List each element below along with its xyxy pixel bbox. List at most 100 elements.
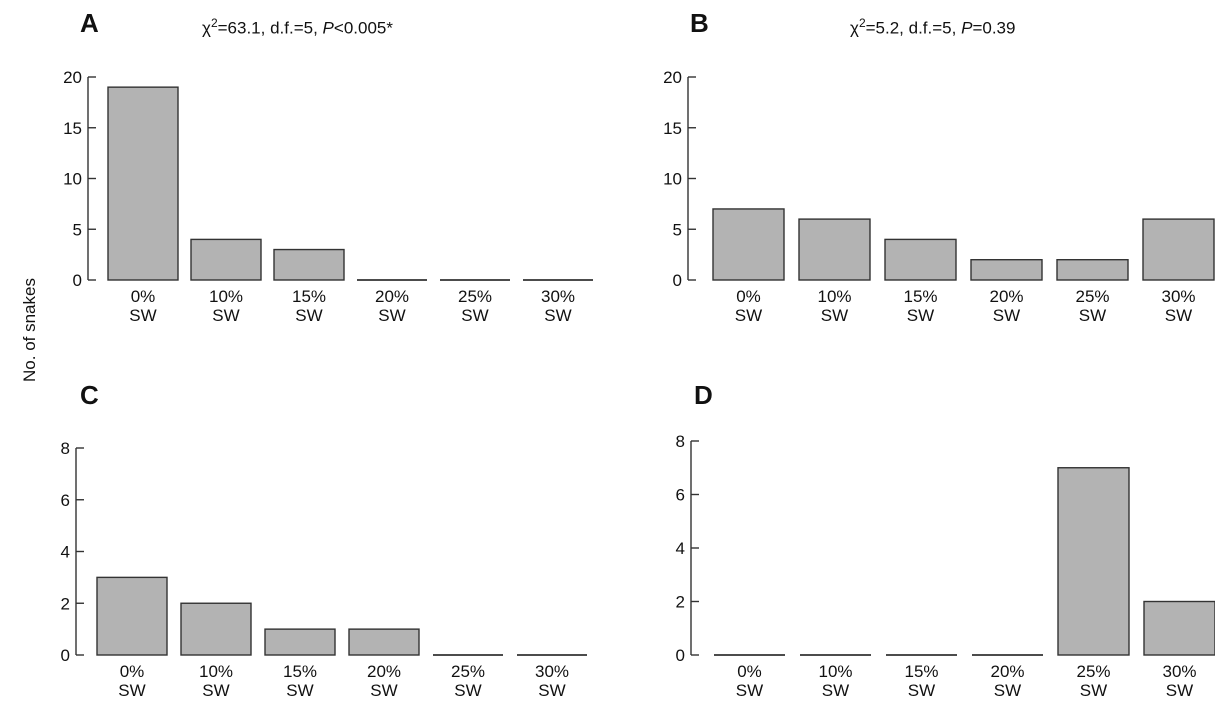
chi-value-text: =5.2, d.f.=5, [865, 18, 962, 38]
panel-b-x-tick-label: 30% [1161, 287, 1195, 306]
panel-d-x-tick-label: 25% [1076, 662, 1110, 681]
panel-a-x-tick-label: 10% [209, 287, 243, 306]
panel-c-x-tick-label: 10% [199, 662, 233, 681]
panel-b-x-tick-label: SW [821, 306, 848, 325]
panel-a-y-tick-label: 10 [63, 170, 82, 189]
chi-value-text: =63.1, d.f.=5, [217, 18, 323, 38]
panel-d-bar [1143, 600, 1215, 656]
panel-a-x-tick-label: SW [461, 306, 488, 325]
panel-c-bar [96, 576, 168, 656]
panel-c-y-tick-label: 4 [61, 543, 70, 562]
panel-d-x-tick-label: SW [994, 681, 1021, 700]
panel-d-bar [1057, 467, 1130, 656]
panel-b-x-tick-label: SW [735, 306, 762, 325]
panel-a-bar [190, 238, 262, 281]
panel-b-bar [970, 259, 1043, 281]
panel-c-bar [180, 602, 252, 656]
panel-b-y-tick-label: 5 [673, 220, 682, 239]
panel-a-x-tick-label: SW [212, 306, 239, 325]
panel-c-y-tick-label: 2 [61, 594, 70, 613]
panel-a-y-tick-label: 5 [73, 220, 82, 239]
panel-c-y-tick-label: 8 [61, 439, 70, 458]
panel-c-x-tick-label: 0% [120, 662, 145, 681]
panel-d-x-tick-label: 20% [990, 662, 1024, 681]
panel-a-x-tick-label: 25% [458, 287, 492, 306]
panel-a-bar [273, 248, 345, 281]
panel-b-x-tick-label: 20% [989, 287, 1023, 306]
panel-c-y-tick-label: 6 [61, 491, 70, 510]
chi-symbol: χ [202, 18, 211, 38]
panel-b-bar [1142, 218, 1215, 281]
panel-a-x-tick-label: 15% [292, 287, 326, 306]
panel-c-letter: C [80, 380, 99, 410]
panel-a-letter: A [80, 8, 99, 38]
panel-c-x-tick-label: 20% [367, 662, 401, 681]
p-label: P [961, 18, 973, 38]
panel-a-bar [107, 86, 179, 281]
panel-d-y-tick-label: 2 [676, 593, 685, 612]
panel-b-y-tick-label: 10 [663, 170, 682, 189]
panel-c-bar [348, 628, 420, 656]
panel-b-bar [712, 208, 785, 281]
panel-b-letter: B [690, 8, 709, 38]
panel-a-x-tick-label: SW [378, 306, 405, 325]
panel-d-y-tick-label: 0 [676, 646, 685, 665]
p-value-text: <0.005* [333, 18, 393, 38]
panel-d-x-tick-label: 10% [818, 662, 852, 681]
panel-a-x-tick-label: SW [295, 306, 322, 325]
panel-c-y-tick-label: 0 [61, 646, 70, 665]
panel-c-x-tick-label: SW [286, 681, 313, 700]
panel-a-y-tick-label: 0 [73, 271, 82, 290]
panel-a-x-tick-label: 0% [131, 287, 156, 306]
panel-b-x-tick-label: SW [907, 306, 934, 325]
panel-d-x-tick-label: SW [1080, 681, 1107, 700]
panel-a-x-tick-label: SW [544, 306, 571, 325]
panel-c-x-tick-label: SW [370, 681, 397, 700]
panel-d-letter: D [694, 380, 713, 410]
panel-d-y-tick-label: 6 [676, 486, 685, 505]
panel-d-x-tick-label: SW [908, 681, 935, 700]
panel-b-y-tick-label: 20 [663, 68, 682, 87]
panel-b-x-tick-label: SW [1079, 306, 1106, 325]
panel-d-x-tick-label: 0% [737, 662, 762, 681]
panel-a-y-tick-label: 20 [63, 68, 82, 87]
panel-c-x-tick-label: 15% [283, 662, 317, 681]
panel-b-x-tick-label: SW [993, 306, 1020, 325]
panel-d-y-tick-label: 4 [676, 539, 685, 558]
panel-c-x-tick-label: 25% [451, 662, 485, 681]
panel-c-x-tick-label: 30% [535, 662, 569, 681]
panel-b-x-tick-label: 15% [903, 287, 937, 306]
panel-b-y-tick-label: 15 [663, 119, 682, 138]
panel-a-x-tick-label: 30% [541, 287, 575, 306]
chi-superscript: 2 [858, 16, 866, 30]
panel-d-x-tick-label: SW [1166, 681, 1193, 700]
panel-d-x-tick-label: SW [822, 681, 849, 700]
panel-c-x-tick-label: SW [118, 681, 145, 700]
panel-d-x-tick-label: 30% [1162, 662, 1196, 681]
panel-b-y-tick-label: 0 [673, 271, 682, 290]
panel-a-statistic: χ2=63.1, d.f.=5, P<0.005* [202, 16, 393, 39]
panel-a-x-tick-label: 20% [375, 287, 409, 306]
chi-symbol: χ [850, 18, 859, 38]
p-value-text: =0.39 [972, 18, 1016, 38]
panel-d-x-tick-label: 15% [904, 662, 938, 681]
panel-b-bar [1056, 259, 1129, 281]
panel-b-statistic: χ2=5.2, d.f.=5, P=0.39 [850, 16, 1015, 39]
panel-b-x-tick-label: 25% [1075, 287, 1109, 306]
panel-b-x-tick-label: SW [1165, 306, 1192, 325]
panel-a-y-tick-label: 15 [63, 119, 82, 138]
panel-d-x-tick-label: SW [736, 681, 763, 700]
panel-b-x-tick-label: 10% [817, 287, 851, 306]
panel-b-bar [884, 238, 957, 281]
panel-b-x-tick-label: 0% [736, 287, 761, 306]
panel-c-x-tick-label: SW [202, 681, 229, 700]
panel-c-x-tick-label: SW [454, 681, 481, 700]
panel-b-bar [798, 218, 871, 281]
chi-superscript: 2 [210, 16, 218, 30]
p-label: P [322, 18, 334, 38]
panel-d-y-tick-label: 8 [676, 432, 685, 451]
panel-c-bar [264, 628, 336, 656]
panel-a-x-tick-label: SW [129, 306, 156, 325]
